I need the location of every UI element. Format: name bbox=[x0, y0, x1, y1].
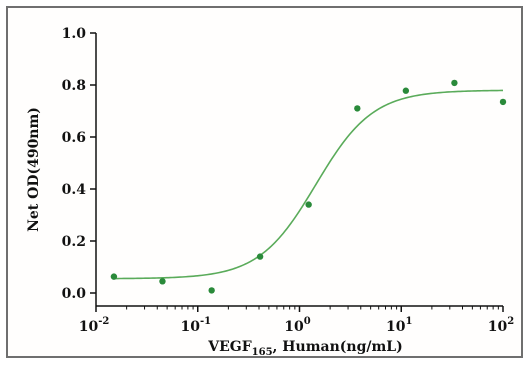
axes: 0.0 0.2 0.4 0.6 0.8 1.0 10-2 10-1 100 101 102 bbox=[62, 26, 515, 335]
y-tick-label: 0.6 bbox=[62, 130, 86, 146]
data-point bbox=[451, 79, 458, 87]
x-tick-label: 102 bbox=[488, 316, 514, 335]
y-tick-label: 0.8 bbox=[62, 78, 86, 94]
data-point bbox=[159, 278, 166, 285]
y-tick-label: 0.4 bbox=[62, 182, 87, 198]
data-point bbox=[305, 201, 312, 208]
x-axis-title: VEGF165, Human(ng/mL) bbox=[207, 339, 403, 358]
y-axis-title: Net OD(490nm) bbox=[26, 107, 42, 232]
y-tick-label: 0.0 bbox=[62, 286, 87, 302]
dose-response-chart: 0.0 0.2 0.4 0.6 0.8 1.0 10-2 10-1 100 101 102 Net … bbox=[26, 26, 515, 358]
fit-curve bbox=[113, 89, 504, 280]
y-tick-label: 0.2 bbox=[62, 234, 86, 250]
y-tick-label: 1.0 bbox=[62, 26, 87, 42]
x-tick-label: 100 bbox=[284, 316, 310, 335]
x-tick-label: 101 bbox=[386, 316, 412, 335]
data-point bbox=[208, 287, 215, 294]
data-point bbox=[110, 273, 118, 280]
data-point bbox=[402, 87, 410, 94]
data-point bbox=[499, 98, 507, 106]
data-point bbox=[354, 105, 361, 112]
x-tick-label: 10-2 bbox=[79, 316, 110, 335]
data-points bbox=[110, 79, 507, 294]
data-point bbox=[256, 253, 264, 260]
x-tick-label: 10-1 bbox=[180, 316, 211, 335]
chart-frame: 0.0 0.2 0.4 0.6 0.8 1.0 10-2 10-1 100 101 102 Net … bbox=[6, 6, 523, 358]
